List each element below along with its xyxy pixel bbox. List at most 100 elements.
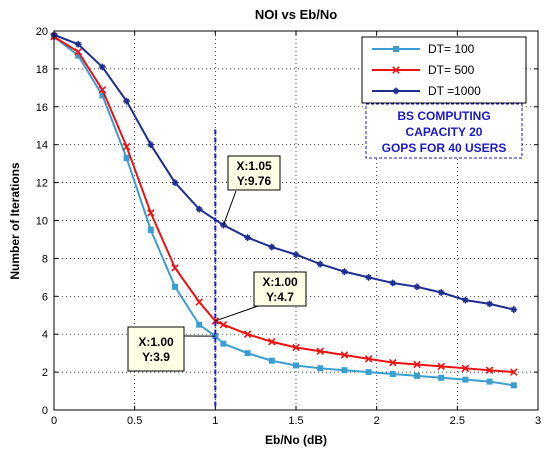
legend-samples	[372, 46, 420, 95]
series-point-marker	[438, 374, 445, 381]
x-tick-label: 2	[374, 415, 380, 427]
series-point-marker	[244, 350, 251, 357]
y-tick-label: 6	[42, 291, 48, 303]
series-point-marker	[485, 366, 494, 374]
series-point-marker	[437, 362, 445, 371]
series-point-marker	[341, 268, 348, 276]
series-point-marker	[195, 205, 203, 213]
datatip-x-label: X:1.00	[138, 335, 174, 349]
series-point-marker	[172, 283, 178, 290]
series-point-marker	[437, 289, 445, 296]
datatip-y-label: Y:3.9	[142, 350, 170, 364]
series-point-marker	[413, 283, 421, 291]
annotation-frame	[365, 103, 523, 159]
series-point-marker	[364, 355, 373, 363]
plot-frame	[53, 30, 539, 411]
series-point-marker	[392, 66, 400, 74]
y-tick-label: 8	[42, 253, 48, 265]
series-point-marker	[219, 320, 228, 329]
series-line	[53, 33, 515, 311]
series-point-marker	[74, 40, 82, 48]
series-point-marker	[74, 48, 82, 56]
series-point-marker	[389, 370, 396, 377]
series-point-marker	[196, 321, 203, 328]
datatip-y-label: Y:4.7	[266, 290, 294, 304]
series-point-marker	[316, 260, 324, 268]
x-tick-label: 3	[535, 415, 541, 427]
x-tick-label: 1	[212, 415, 218, 427]
series-point-marker	[268, 243, 276, 251]
series-point-marker	[171, 264, 179, 272]
series-point-marker	[211, 317, 220, 325]
legend-entry-dt100: DT= 100	[428, 42, 475, 56]
series-point-marker	[98, 85, 107, 94]
series-point-marker	[268, 357, 275, 364]
series-point-marker	[244, 234, 251, 241]
series-point-marker	[510, 306, 518, 313]
series-point-marker	[365, 273, 372, 281]
series-point-marker	[122, 142, 131, 151]
legend-entry-dt500: DT= 500	[428, 63, 475, 77]
series-point-marker	[268, 338, 276, 346]
datatip-leader	[222, 190, 237, 226]
series-point-marker	[510, 382, 517, 389]
series-point-marker	[220, 340, 227, 347]
series-point-marker	[292, 251, 300, 259]
x-tick-label: 1.5	[288, 415, 303, 427]
series-point-marker	[392, 87, 400, 95]
series-point-marker	[486, 300, 493, 308]
series-point-marker	[389, 279, 397, 287]
x-tick-label: 2.5	[450, 415, 465, 427]
y-axis-label: Number of Iterations	[8, 162, 22, 280]
series-point-marker	[147, 226, 154, 233]
datatip-box	[227, 155, 281, 191]
datatip-y-label: Y:9.76	[237, 174, 272, 188]
series-point-marker	[462, 296, 469, 304]
annotation-line-2: CAPACITY 20	[406, 125, 483, 139]
series-point-marker	[462, 376, 469, 383]
datatip-2: X:1.00Y:3.9	[127, 326, 216, 372]
y-tick-label: 12	[36, 178, 48, 190]
datatips: X:1.05Y:9.76X:1.00Y:4.7X:1.00Y:3.9	[127, 155, 307, 372]
series-point-marker	[461, 364, 470, 373]
y-tick-label: 16	[36, 102, 48, 114]
series-point-marker	[413, 360, 421, 369]
y-tick-label: 4	[42, 329, 48, 341]
series-point-marker	[340, 351, 349, 359]
y-tick-label: 2	[42, 367, 48, 379]
series-point-marker	[389, 358, 397, 367]
chart-title: NOI vs Eb/No	[255, 7, 337, 22]
series-point-marker	[292, 343, 300, 352]
series-point-marker	[195, 298, 203, 306]
series-point-marker	[341, 367, 348, 374]
datatip-leader	[215, 305, 259, 322]
datatip-x-label: X:1.05	[236, 159, 272, 173]
annotation-line-1: BS COMPUTING	[397, 109, 490, 123]
series-point-marker	[316, 347, 324, 356]
datatip-x-label: X:1.00	[262, 275, 298, 289]
datatip-box	[127, 326, 185, 372]
datatip-0: X:1.05Y:9.76	[222, 155, 281, 226]
series-point-marker	[486, 378, 493, 385]
series-point-marker	[147, 209, 155, 217]
series-point-marker	[317, 365, 324, 372]
series-point-marker	[414, 372, 420, 379]
series-1	[50, 32, 518, 376]
datatip-1: X:1.00Y:4.7	[215, 271, 307, 322]
series-0	[51, 33, 517, 389]
series-point-marker	[99, 63, 106, 71]
legend-entry-dt1000: DT =1000	[428, 84, 481, 98]
y-tick-label: 20	[36, 26, 48, 38]
y-tick-label: 14	[36, 140, 48, 152]
datatip-box	[253, 271, 307, 307]
series-point-marker	[147, 141, 155, 149]
annotation-box: BS COMPUTING CAPACITY 20 GOPS FOR 40 USE…	[365, 103, 523, 159]
annotation-line-3: GOPS FOR 40 USERS	[382, 141, 507, 155]
series-point-marker	[293, 362, 299, 369]
y-tick-label: 0	[42, 405, 48, 417]
series-point-marker	[171, 179, 179, 186]
series-point-marker	[393, 46, 399, 52]
y-tick-label: 10	[36, 216, 48, 228]
series-point-marker	[510, 368, 518, 376]
